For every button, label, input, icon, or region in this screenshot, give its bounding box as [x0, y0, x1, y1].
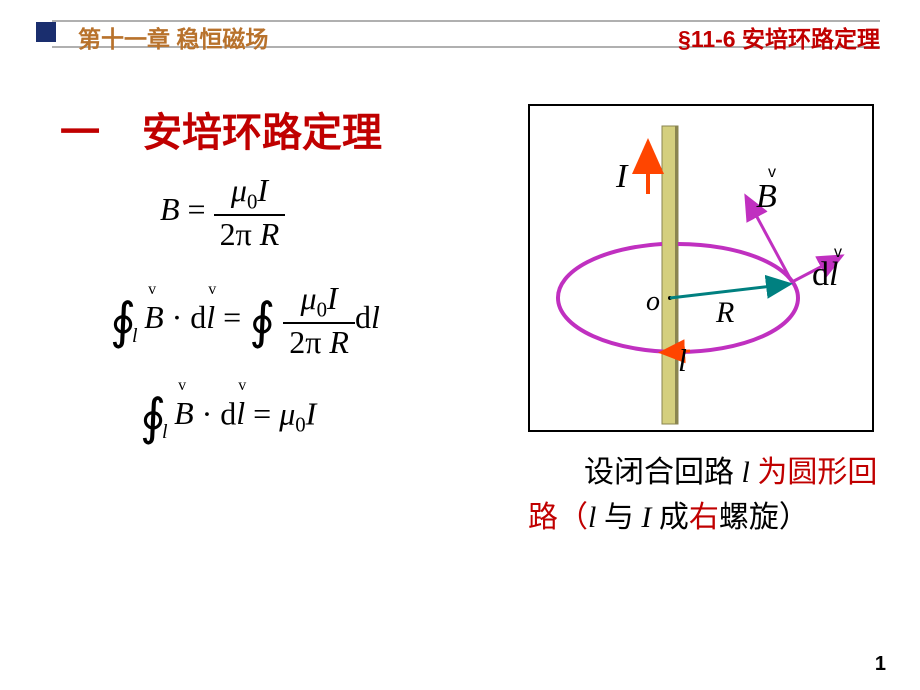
cap-text-spiral: 螺旋）: [719, 501, 809, 534]
vec-l: vl: [236, 395, 245, 431]
fraction: μ0I 2π R: [214, 172, 286, 253]
vec-B: vB: [144, 299, 164, 335]
var-l: l: [371, 299, 380, 335]
eq-sign: =: [223, 299, 249, 335]
sub-zero: 0: [247, 190, 257, 213]
heading-number: 一: [60, 111, 100, 155]
var-B: B: [160, 191, 180, 227]
oint-symbol: ∮: [249, 292, 275, 350]
page-number: 1: [875, 653, 886, 676]
label-B: v B: [756, 178, 777, 216]
header-square-icon: [36, 22, 56, 42]
vec-mark-icon: v: [178, 377, 186, 395]
wire-shadow: [675, 126, 678, 424]
var-B: B: [144, 299, 164, 335]
chapter-title: 第十一章 稳恒磁场: [78, 20, 268, 54]
diagram-caption: 设闭合回路 l 为圆形回路（l 与 I 成右螺旋）: [528, 450, 888, 540]
label-l: l: [678, 342, 687, 379]
var-B: B: [174, 395, 194, 431]
cap-var-I: I: [641, 501, 659, 534]
dot-op: ·: [194, 395, 221, 431]
var-l: l: [236, 395, 245, 431]
eq-sign: =: [253, 395, 279, 431]
vec-B: vB: [174, 395, 194, 431]
label-o: o: [646, 286, 660, 318]
var-R: R: [329, 324, 349, 360]
label-dl: v dl: [812, 256, 838, 294]
dot-op: ·: [164, 299, 191, 335]
cap-var-l: l: [742, 456, 750, 489]
var-mu: μ: [231, 172, 247, 208]
var-R: R: [260, 216, 280, 252]
formula-b-equals: B = μ0I 2π R: [160, 172, 285, 253]
const-2pi: 2π: [289, 324, 329, 360]
vec-mark-icon: v: [834, 244, 842, 262]
oint-symbol: ∮l: [110, 292, 136, 350]
vec-mark-icon: v: [768, 164, 776, 182]
label-I: I: [616, 158, 627, 196]
var-I: I: [306, 395, 317, 431]
cap-text: 设闭合回路: [584, 456, 742, 489]
oint-sub-l: l: [162, 421, 168, 444]
ampere-loop-diagram: I v B v dl o R l: [528, 104, 874, 432]
label-R: R: [716, 296, 734, 330]
var-mu: μ: [301, 280, 317, 316]
sub-zero: 0: [317, 298, 327, 321]
formula-loop-integral-full: ∮l vB · dvl = ∮ μ0I 2π R dl: [110, 280, 380, 361]
vec-mark-icon: v: [208, 281, 216, 299]
sub-zero: 0: [295, 414, 305, 437]
var-I: I: [257, 172, 268, 208]
oint-symbol: ∮l: [140, 388, 166, 446]
diff-d: d: [220, 395, 236, 431]
section-title: §11-6 安培环路定理: [678, 20, 880, 54]
var-mu: μ: [279, 395, 295, 431]
slide-header: 第十一章 稳恒磁场 §11-6 安培环路定理: [0, 14, 920, 46]
const-2pi: 2π: [220, 216, 260, 252]
vec-mark-icon: v: [238, 377, 246, 395]
cap-text-with: 与: [596, 501, 641, 534]
var-l: l: [206, 299, 215, 335]
main-heading: 一安培环路定理: [60, 100, 382, 158]
vec-mark-icon: v: [148, 281, 156, 299]
vec-l: vl: [206, 299, 215, 335]
heading-text: 安培环路定理: [142, 111, 382, 155]
cap-text-cheng: 成: [659, 501, 689, 534]
fraction: μ0I 2π R: [283, 280, 355, 361]
diff-d: d: [190, 299, 206, 335]
cap-red-right: 右: [689, 501, 719, 534]
eq-sign: =: [180, 191, 214, 227]
oint-sub-l: l: [132, 325, 138, 348]
formula-loop-integral-result: ∮l vB · dvl = μ0I: [140, 388, 316, 446]
var-I: I: [327, 280, 338, 316]
diff-d: d: [355, 299, 371, 335]
